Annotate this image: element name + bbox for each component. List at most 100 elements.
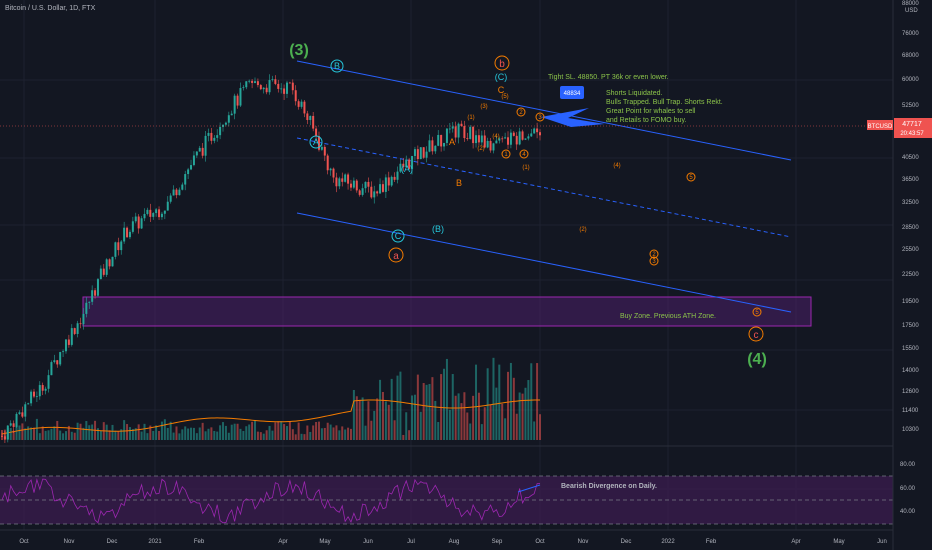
svg-text:4: 4 (522, 152, 526, 158)
volume-bar (85, 421, 88, 440)
volume-bar (355, 396, 358, 440)
trade-note: Tight SL. 48850. PT 36k or even lower. (548, 74, 669, 81)
candle-body (376, 191, 379, 194)
volume-bar (227, 432, 230, 440)
channel-upper[interactable] (296, 60, 792, 161)
candle-body (477, 135, 480, 143)
price-axis-ticks: 88000 76000 68000 60000 52500 40500 3650… (902, 1, 919, 433)
volume-bar (390, 378, 393, 440)
svg-text:Jun: Jun (877, 539, 887, 545)
candle-body (315, 128, 318, 137)
volume-bar (443, 368, 446, 440)
volume-bar (91, 424, 94, 440)
svg-text:May: May (833, 539, 844, 545)
candle-body (21, 412, 24, 417)
volume-bar (18, 425, 21, 440)
candle-body (137, 216, 140, 229)
channel-lower[interactable] (296, 212, 792, 313)
volume-bar (12, 430, 15, 440)
svg-text:10300: 10300 (902, 427, 919, 433)
svg-text:A: A (449, 137, 455, 147)
svg-text:Jul: Jul (407, 539, 415, 545)
candle-body (6, 425, 9, 440)
candle-body (373, 191, 376, 198)
candle-body (207, 132, 210, 136)
svg-text:3: 3 (652, 259, 656, 265)
volume-bar (172, 432, 175, 440)
svg-text:(C): (C) (495, 72, 508, 82)
candle-body (175, 189, 178, 196)
volume-bar (184, 426, 187, 440)
volume-bar (475, 364, 478, 440)
svg-text:b: b (499, 59, 505, 70)
volume-bar (195, 433, 198, 440)
volume-bar (469, 423, 472, 440)
volume-bar (76, 422, 79, 440)
buy-zone[interactable] (82, 296, 812, 327)
candle-body (67, 339, 70, 345)
candle-body (416, 149, 419, 160)
volume-bar (323, 427, 326, 440)
svg-text:60.00: 60.00 (900, 486, 916, 492)
candle-body (451, 126, 454, 129)
candle-body (38, 385, 41, 397)
candle-body (399, 163, 402, 172)
candle-body (460, 123, 463, 127)
svg-text:B: B (456, 178, 462, 188)
candle-body (53, 360, 56, 363)
svg-text:Aug: Aug (449, 539, 460, 545)
candle-body (18, 412, 21, 414)
volume-bar (53, 426, 56, 440)
svg-text:36500: 36500 (902, 177, 919, 183)
candle-body (483, 135, 486, 148)
candle-body (47, 375, 50, 389)
volume-bar (210, 427, 213, 440)
volume-bar (309, 431, 312, 440)
candle-body (227, 115, 230, 123)
volume-bar (160, 421, 163, 440)
candle-body (15, 413, 18, 427)
volume-bar (396, 375, 399, 440)
volume-bar (285, 426, 288, 440)
volume-bar (204, 431, 207, 440)
candle-body (94, 290, 97, 296)
volume-bar (294, 434, 297, 440)
volume-bar (326, 422, 329, 440)
svg-text:and Retails to FOMO buy.: and Retails to FOMO buy. (606, 117, 686, 124)
svg-text:80.00: 80.00 (900, 462, 916, 468)
price-axis-currency: USD (905, 8, 918, 14)
volume-bar (288, 421, 291, 440)
volume-bar (41, 426, 44, 440)
volume-bar (123, 420, 126, 440)
volume-bar (521, 393, 524, 440)
candle-body (384, 177, 387, 192)
candle-body (236, 95, 239, 106)
current-price: 47717 (902, 121, 922, 128)
candle-body (262, 87, 265, 90)
volume-bar (30, 427, 33, 440)
candle-body (536, 128, 539, 133)
volume-bar (379, 379, 382, 440)
volume-bar (178, 433, 181, 440)
volume-bar (489, 404, 492, 440)
candle-body (198, 147, 201, 152)
volume-bar (251, 421, 254, 440)
candle-body (349, 183, 352, 188)
candle-body (402, 163, 405, 168)
volume-bar (271, 430, 274, 440)
candle-body (108, 259, 111, 267)
candle-body (70, 328, 73, 345)
svg-text:Jun: Jun (363, 539, 373, 545)
volume-bar (155, 425, 158, 440)
svg-text:1: 1 (504, 152, 508, 158)
candle-body (181, 184, 184, 190)
volume-bar (236, 423, 239, 440)
volume-bar (140, 431, 143, 440)
volume-bar (434, 400, 437, 440)
svg-text:Feb: Feb (706, 539, 717, 545)
candle-body (111, 256, 114, 267)
volume-bar (329, 424, 332, 440)
candle-body (3, 436, 6, 440)
volume-bar (35, 418, 38, 440)
